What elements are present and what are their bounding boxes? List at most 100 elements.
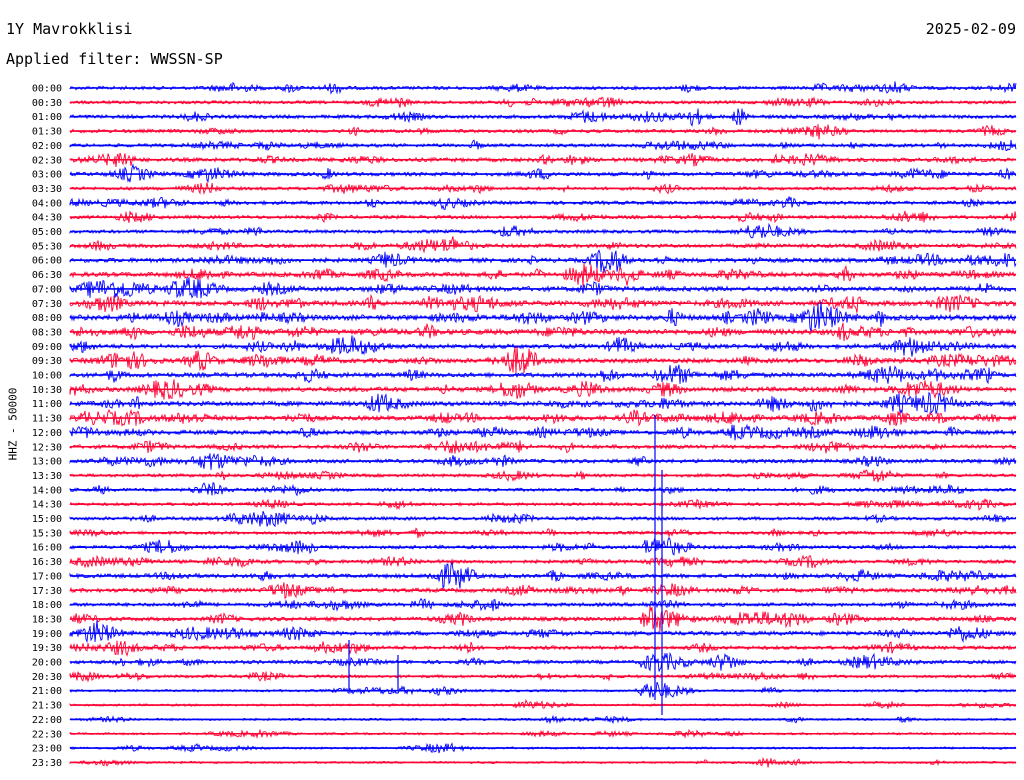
row-label: 18:30 [32,614,62,625]
seismic-trace [69,620,1017,644]
row-label: 19:00 [32,629,62,640]
row-label: 21:30 [32,701,62,712]
seismic-trace [69,182,1017,196]
seismic-trace [69,152,1016,167]
row-label: 16:30 [32,557,62,568]
row-label: 08:00 [32,313,62,324]
seismic-trace [69,640,1017,657]
seismic-trace [69,482,1017,497]
seismic-trace [69,322,1017,342]
date-label: 2025-02-09 [925,20,1016,38]
seismic-trace [69,561,1017,590]
row-label: 06:00 [32,256,62,267]
seismic-trace [69,163,1017,183]
seismic-trace [69,498,1017,512]
row-label: 20:30 [32,672,62,683]
row-label: 23:30 [32,758,62,769]
row-label: 13:00 [32,457,62,468]
seismic-trace [69,249,1017,273]
row-label: 18:00 [32,600,62,611]
row-label: 10:30 [32,385,62,396]
seismic-trace [69,597,1016,612]
row-label: 21:00 [32,686,62,697]
seismic-trace [69,196,1017,211]
row-label: 09:30 [32,356,62,367]
row-label: 04:30 [32,213,62,224]
seismic-trace [69,379,1017,400]
row-label: 04:00 [32,198,62,209]
row-label: 03:30 [32,184,62,195]
row-label: 02:30 [32,155,62,166]
row-label: 08:30 [32,327,62,338]
seismic-trace [69,293,1017,313]
seismic-trace [69,263,1017,287]
row-label: 00:30 [32,98,62,109]
row-label: 13:30 [32,471,62,482]
row-label: 15:00 [32,514,62,525]
row-label: 01:30 [32,127,62,138]
row-label: 14:30 [32,500,62,511]
seismic-trace [69,335,1017,357]
seismic-trace [69,301,1017,332]
row-label: 11:30 [32,414,62,425]
row-label: 05:00 [32,227,62,238]
seismic-trace [69,671,1017,683]
seismic-trace [69,210,1017,224]
seismic-trace [69,439,1017,454]
seismic-trace [69,96,1017,109]
seismic-trace [69,681,1016,698]
row-label: 23:00 [32,744,62,755]
seismic-trace [69,728,1017,740]
seismic-trace [69,511,1017,528]
seismic-trace [69,364,1017,385]
seismic-trace [69,537,1017,556]
seismic-trace [69,124,1017,140]
seismic-trace [69,469,1017,483]
row-label: 19:30 [32,643,62,654]
seismic-trace [69,81,1017,95]
seismic-trace [69,742,1017,754]
seismic-trace [69,698,1017,710]
row-label: 10:00 [32,371,62,382]
row-label: 16:00 [32,543,62,554]
row-label: 22:00 [32,715,62,726]
seismic-trace [69,527,1017,539]
seismic-trace [69,108,1017,127]
seismic-trace [69,408,1017,427]
seismic-trace [69,346,1017,374]
seismic-trace [69,554,1017,569]
row-label: 03:00 [32,170,62,181]
row-label: 17:00 [32,571,62,582]
seismic-trace [69,756,1017,768]
seismic-trace [69,651,1017,672]
seismic-trace [69,391,1017,415]
seismic-trace [69,714,1017,725]
row-label: 07:00 [32,284,62,295]
row-label: 00:00 [32,84,62,95]
row-label: 02:00 [32,141,62,152]
station-title: 1Y Mavrokklisi [6,20,133,38]
row-label: 17:30 [32,586,62,597]
seismic-trace [69,606,1017,632]
row-label: 01:00 [32,112,62,123]
row-label: 11:00 [32,399,62,410]
filter-label: Applied filter: WWSSN-SP [6,50,223,68]
seismic-trace [69,222,1017,239]
row-label: 09:00 [32,342,62,353]
row-label: 15:30 [32,528,62,539]
seismic-trace [69,452,1017,470]
seismic-trace [69,236,1017,254]
seismic-trace [69,139,1017,151]
row-label: 20:00 [32,658,62,669]
row-label: 05:30 [32,241,62,252]
row-label: 14:00 [32,485,62,496]
row-label: 12:00 [32,428,62,439]
seismic-trace [69,582,1017,600]
row-label: 07:30 [32,299,62,310]
row-label: 06:30 [32,270,62,281]
row-label: 12:30 [32,442,62,453]
seismic-trace [69,277,1017,299]
row-label: 22:30 [32,729,62,740]
seismic-trace [69,423,1017,441]
